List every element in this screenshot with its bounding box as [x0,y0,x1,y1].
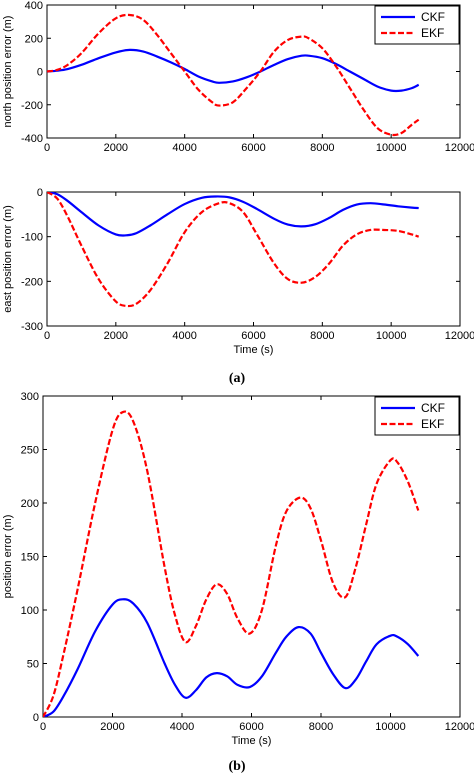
x-tick-label: 4000 [170,721,194,733]
y-tick-label: 200 [25,33,43,45]
x-tick-label: 0 [44,330,50,342]
x-tick-label: 2000 [104,330,128,342]
position-error-chart: 0 2000 4000 6000 8000 10000 12000 0 50 100 150 200 2… [2,391,474,747]
series-line-ckf [47,192,419,237]
y-tick-label: 400 [25,0,43,12]
series-line-ekf [47,13,420,137]
y-tick-label: -200 [21,276,43,288]
series-line-ckf [47,48,420,93]
y-tick-label: -300 [21,321,43,333]
series-line-ckf [43,598,420,717]
legend-label-ekf: EKF [421,26,444,40]
x-tick-label: 8000 [310,330,334,342]
x-tick-label: 10000 [376,142,407,154]
y-tick-label: 100 [21,605,39,617]
y-tick-label: 250 [21,445,39,457]
x-tick-label: 4000 [172,330,196,342]
x-tick-label: 10000 [375,721,406,733]
x-tick-label: 0 [44,142,50,154]
x-tick-label: 2000 [104,142,128,154]
legend-label-ekf: EKF [421,417,444,431]
y-tick-label: -400 [21,133,43,145]
x-tick-label: 0 [40,721,46,733]
y-tick-label: 50 [27,659,39,671]
x-tick-label: 8000 [310,142,334,154]
caption-b: (b) [228,759,245,774]
y-tick-label: -200 [21,100,43,112]
y-tick-label: 0 [37,187,43,199]
x-axis-label: Time (s) [234,344,274,356]
x-tick-label: 6000 [239,721,263,733]
legend-label-ckf: CKF [421,401,445,415]
legend-box [374,396,460,436]
x-tick-label: 8000 [309,721,333,733]
y-tick-label: 0 [33,712,39,724]
plot-frame [46,191,461,327]
y-axis-label: position error (m) [2,515,14,599]
series-line-ekf [43,410,420,717]
y-tick-label: 150 [21,552,39,564]
y-tick-label: 0 [37,67,43,79]
x-tick-label: 4000 [172,142,196,154]
y-axis-label: north position error (m) [2,16,14,128]
y-tick-label: -100 [21,232,43,244]
legend-box [374,5,460,45]
north-error-chart: 0 2000 4000 6000 8000 10000 12000 -400 -200 0 200 4… [2,0,474,154]
x-tick-label: 2000 [100,721,124,733]
plot-frame [42,395,461,718]
x-axis-label: Time (s) [232,735,272,747]
legend-label-ckf: CKF [421,10,445,24]
y-axis-label: east position error (m) [2,205,14,313]
x-tick-label: 12000 [445,721,474,733]
x-tick-label: 10000 [376,330,407,342]
east-error-chart: 0 2000 4000 6000 8000 10000 12000 -300 -200 -100 0… [2,187,474,356]
x-tick-label: 12000 [445,142,474,154]
x-tick-label: 6000 [241,330,265,342]
caption-a: (a) [229,371,246,386]
y-tick-label: 300 [21,391,39,403]
x-tick-label: 6000 [241,142,265,154]
y-tick-label: 200 [21,498,39,510]
x-tick-label: 12000 [445,330,474,342]
